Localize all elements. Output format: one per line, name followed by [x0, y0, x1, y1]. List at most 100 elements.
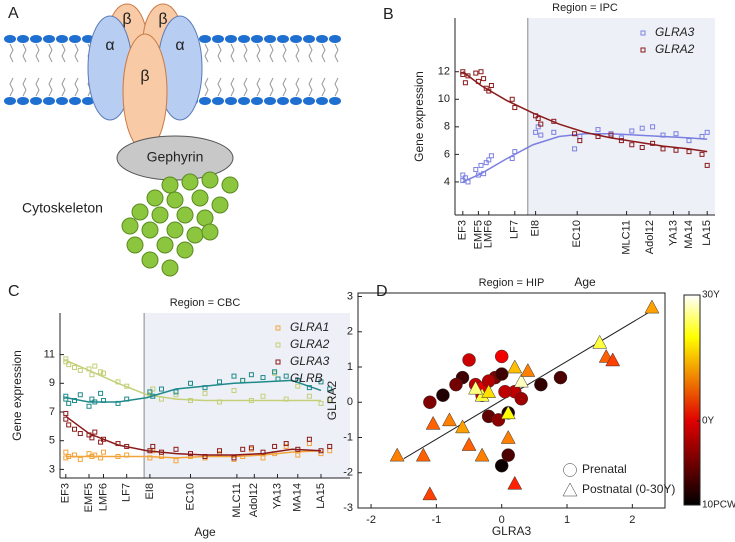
point: [572, 146, 578, 152]
point: [629, 128, 635, 134]
point: [605, 352, 621, 367]
x-axis-label: Age: [574, 275, 596, 289]
x-axis-label: GLRA3: [492, 524, 532, 538]
point: [650, 140, 656, 146]
subunit-label: α: [105, 37, 114, 54]
lipid-head: [30, 97, 42, 105]
x-axis-label: Age: [194, 525, 216, 539]
point: [173, 389, 179, 395]
subunit: [122, 33, 168, 151]
lipid-head: [4, 97, 16, 105]
actin-ball: [181, 173, 199, 191]
point: [231, 387, 237, 393]
point: [535, 116, 541, 122]
point: [327, 386, 333, 392]
point: [455, 419, 470, 434]
y-tick-label: 8: [444, 121, 450, 133]
point: [473, 167, 479, 173]
lipid-tail: [295, 43, 300, 97]
point: [520, 363, 536, 377]
subunit-label: β: [140, 68, 149, 85]
point: [318, 451, 324, 457]
actin-ball: [131, 203, 149, 221]
lipid-tail: [22, 43, 27, 97]
x-tick-label: MA14: [292, 483, 304, 512]
actin-ball: [161, 176, 179, 194]
point: [461, 437, 477, 451]
point: [465, 73, 471, 79]
point: [150, 386, 156, 392]
panel-label: D: [376, 283, 388, 300]
lipid-tail: [204, 43, 209, 97]
point: [538, 132, 544, 138]
lipid-tail: [243, 43, 248, 97]
lipid-head: [251, 35, 263, 43]
point: [92, 429, 98, 435]
point: [639, 125, 645, 131]
y-tick-label: -3: [343, 502, 353, 514]
lipid-head: [69, 97, 81, 105]
lipid-head: [212, 35, 224, 43]
legend-marker: [563, 463, 577, 477]
lipid-tail: [217, 43, 222, 97]
lipid-head: [251, 97, 263, 105]
point: [295, 452, 301, 458]
lipid-tail: [269, 43, 274, 97]
point: [272, 369, 278, 375]
point: [478, 162, 484, 168]
point: [283, 443, 289, 449]
chart-title: Region = IPC: [552, 2, 618, 14]
point: [483, 160, 489, 166]
lipid-head: [277, 97, 289, 105]
legend-marker: [640, 30, 646, 36]
lipid-head: [56, 35, 68, 43]
lipid-head: [199, 97, 211, 105]
lipid-head: [329, 97, 341, 105]
point: [481, 76, 487, 82]
point: [551, 129, 557, 135]
point: [63, 449, 69, 455]
lipid-tail: [334, 43, 339, 97]
lipid-head: [290, 35, 302, 43]
y-tick-label: 1: [347, 361, 353, 373]
point: [89, 435, 95, 441]
point: [460, 69, 466, 75]
point: [644, 299, 660, 314]
point: [514, 391, 529, 406]
lipid-tail: [48, 43, 53, 97]
point: [260, 455, 266, 461]
point: [217, 379, 222, 385]
y-tick-label: 10: [438, 93, 450, 105]
lipid-head: [264, 97, 276, 105]
point: [488, 83, 494, 89]
point: [77, 367, 83, 373]
point: [673, 147, 679, 153]
panel-label: B: [383, 6, 394, 23]
point: [173, 458, 179, 464]
actin-ball: [176, 241, 194, 259]
point: [86, 451, 92, 457]
point: [473, 70, 479, 76]
x-tick-label: MLC11: [231, 483, 243, 518]
point: [72, 365, 77, 371]
lipid-head: [43, 97, 55, 105]
point: [673, 131, 679, 137]
point: [72, 426, 77, 432]
x-tick-label: EC10: [184, 483, 196, 511]
point: [494, 458, 509, 473]
lipid-head: [303, 97, 315, 105]
point: [595, 127, 601, 133]
x-tick-label: -1: [431, 514, 441, 526]
x-tick-label: LF7: [509, 220, 521, 239]
point: [474, 447, 490, 462]
point: [481, 384, 497, 398]
actin-ball: [201, 223, 219, 241]
point: [327, 396, 333, 402]
lipid-head: [69, 35, 81, 43]
point: [306, 393, 312, 399]
x-tick-label: Adol12: [248, 483, 260, 517]
y-tick-label: 12: [438, 66, 450, 78]
lipid-head: [17, 97, 29, 105]
